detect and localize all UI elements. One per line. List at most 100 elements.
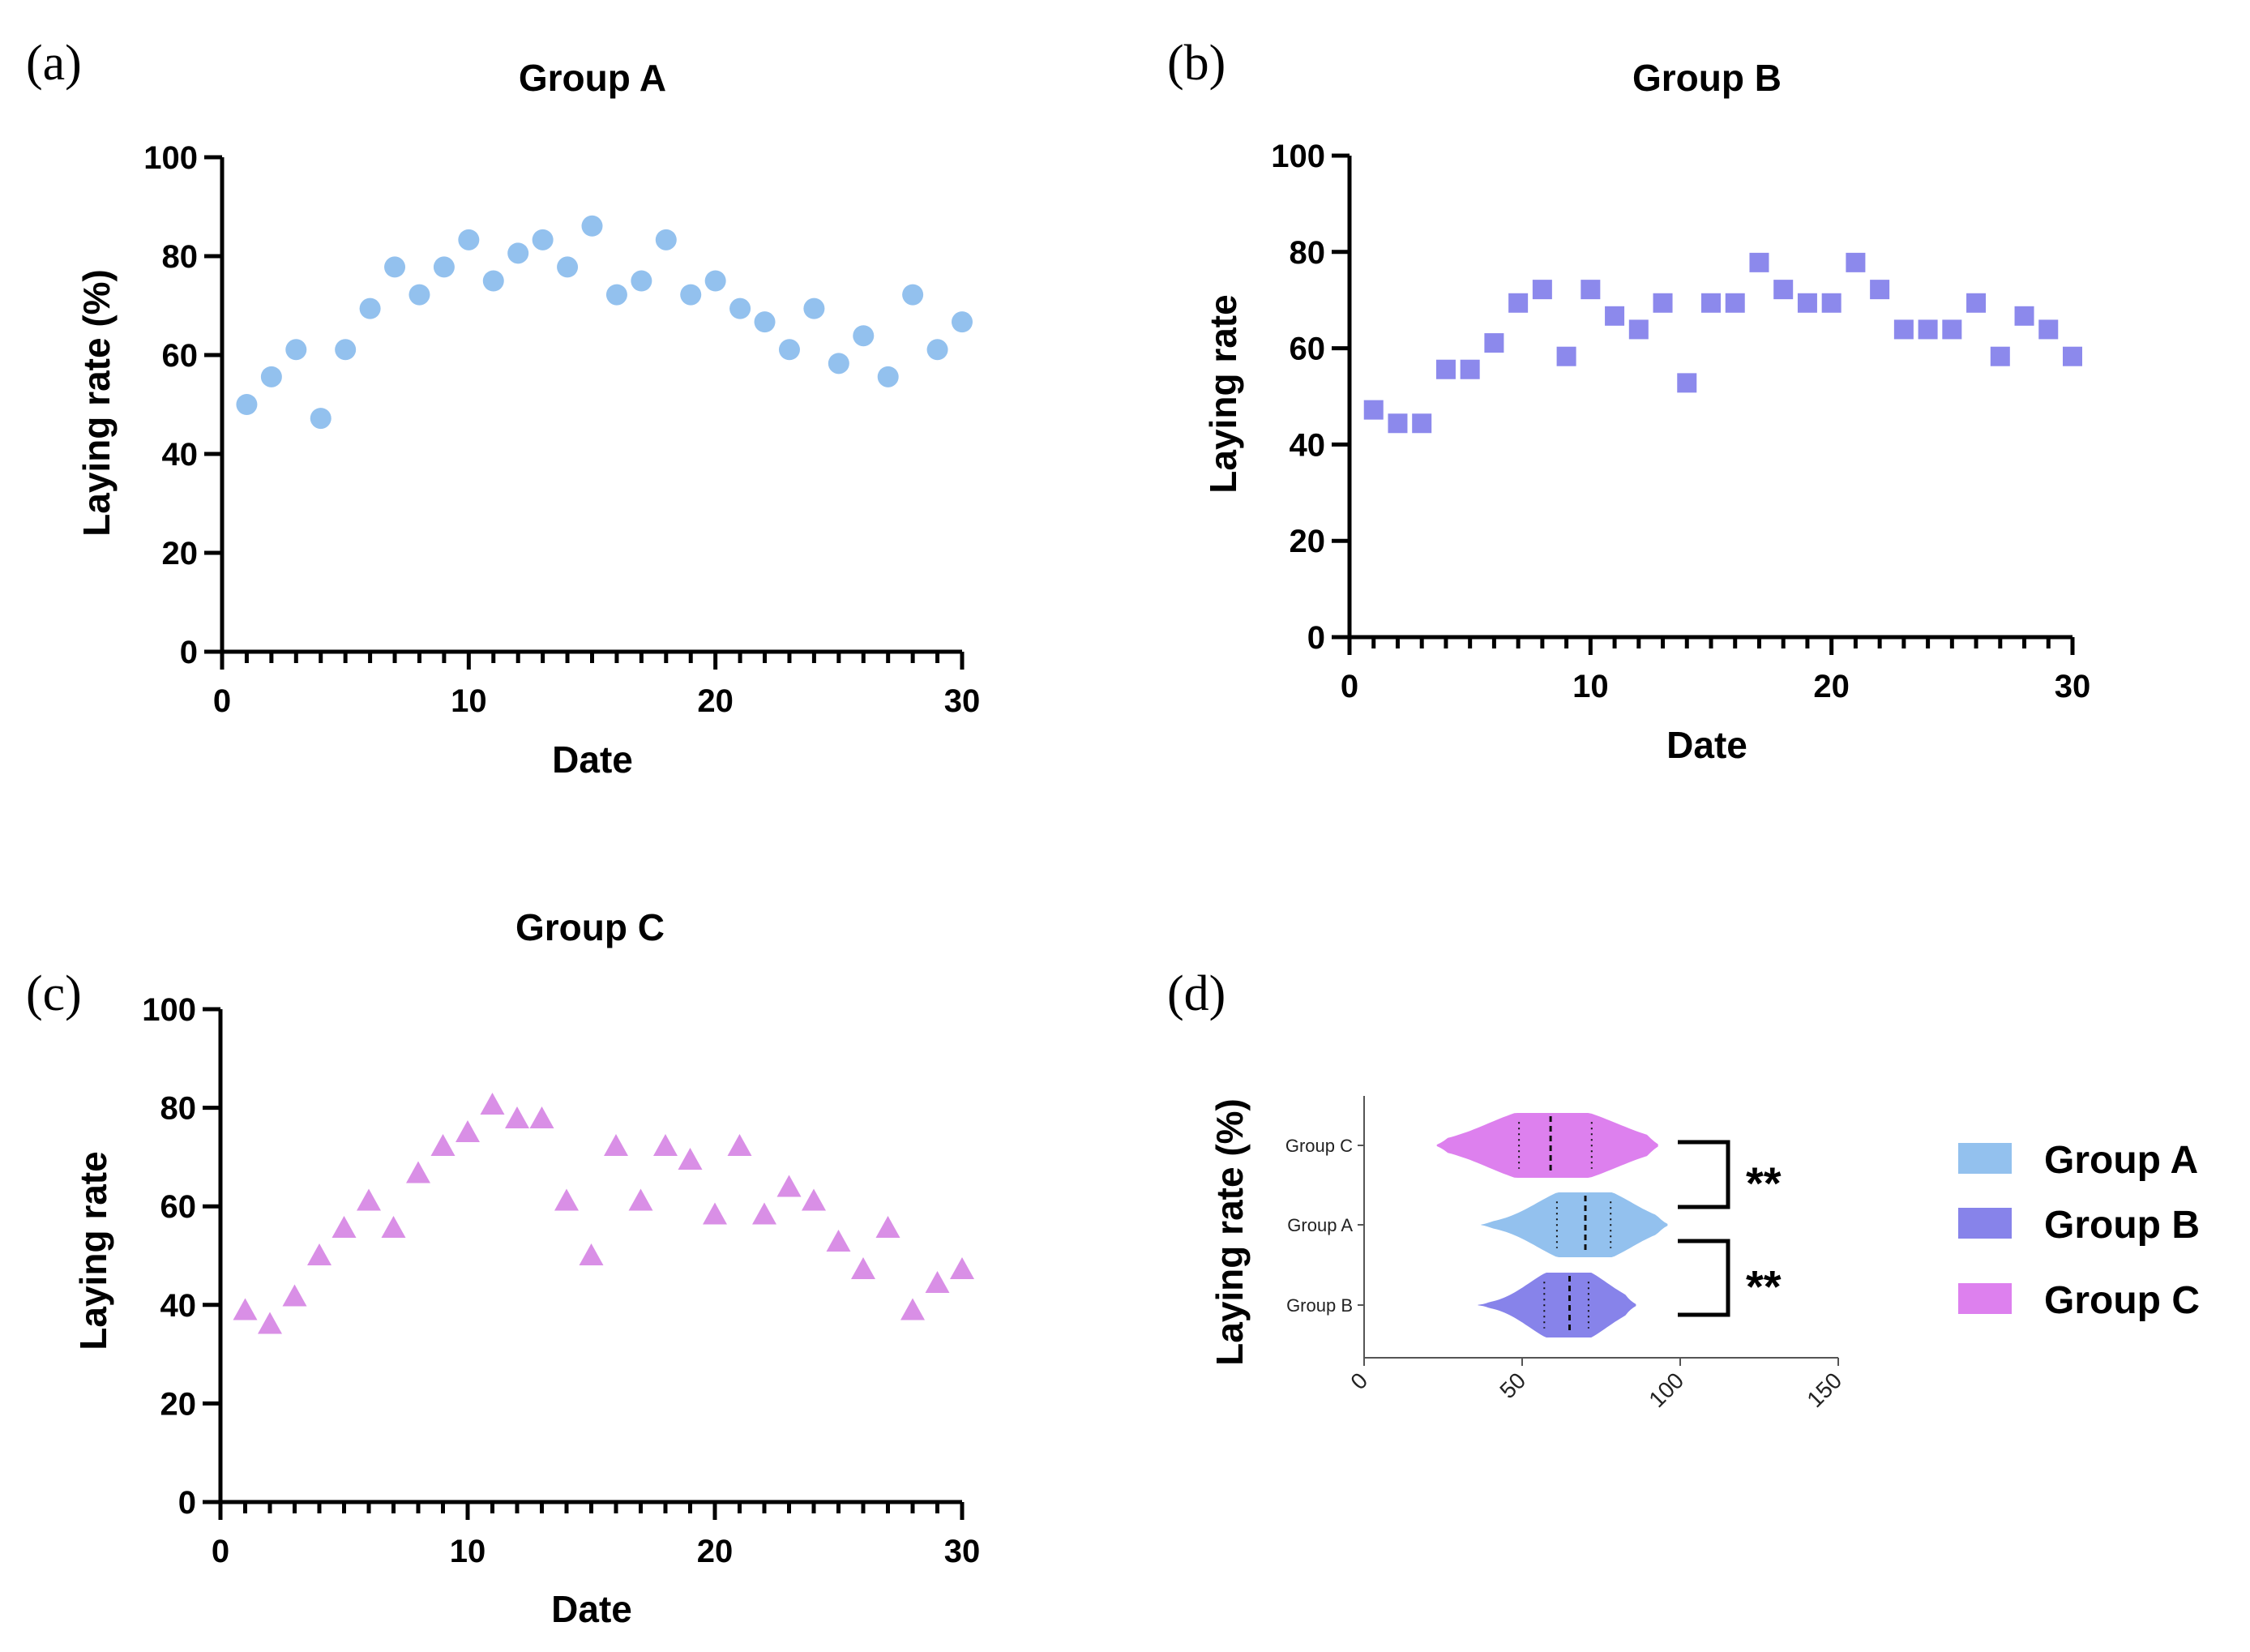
data-point xyxy=(631,270,652,292)
x-tick-label: 20 xyxy=(697,683,734,719)
data-point xyxy=(2014,306,2034,326)
y-tick-label: 100 xyxy=(143,140,198,176)
y-tick-label: 0 xyxy=(178,1485,196,1521)
x-axis-label-a: Date xyxy=(552,738,633,781)
data-point xyxy=(505,1106,529,1128)
axes-b: 0 20 40 60 80 100 0 10 20 30 xyxy=(1271,139,2090,704)
significance-label: ** xyxy=(1746,1158,1782,1209)
data-point xyxy=(381,1215,406,1238)
panel-b: (b) Group B Date Laying rate 0 20 40 60 80 10… xyxy=(1167,36,2090,766)
data-point xyxy=(409,284,430,306)
x-tick-label: 0 xyxy=(212,1534,229,1569)
data-point xyxy=(557,256,579,278)
data-point xyxy=(258,1312,282,1334)
y-tick-label: 80 xyxy=(162,239,199,275)
x-tick-label: 0 xyxy=(1345,1367,1372,1394)
data-point xyxy=(1508,293,1529,313)
category-label: Group B xyxy=(1286,1295,1353,1316)
chart-title-c: Group C xyxy=(515,906,665,948)
data-point xyxy=(902,284,924,306)
y-tick-label: 80 xyxy=(1290,235,1326,271)
data-point xyxy=(952,311,973,333)
data-point xyxy=(1870,280,1890,300)
data-point xyxy=(507,242,529,264)
legend-label: Group C xyxy=(2044,1279,2200,1322)
data-point xyxy=(529,1106,554,1128)
data-point xyxy=(752,1202,776,1225)
x-tick-label: 10 xyxy=(450,1534,486,1569)
data-point xyxy=(1435,359,1456,379)
data-point xyxy=(778,339,800,361)
y-tick-label: 60 xyxy=(1290,332,1326,367)
data-point xyxy=(384,256,406,278)
data-point xyxy=(1942,319,1962,340)
violin-group-a xyxy=(1481,1192,1668,1257)
data-point xyxy=(1821,293,1841,313)
y-tick-label: 40 xyxy=(162,437,199,473)
x-tick-label: 10 xyxy=(451,683,487,719)
significance-bracket xyxy=(1678,1239,1730,1317)
y-tick-label: 60 xyxy=(162,338,199,374)
data-point xyxy=(1653,293,1673,313)
data-point xyxy=(729,297,751,319)
x-axis-label-b: Date xyxy=(1666,724,1747,766)
data-point xyxy=(802,1188,826,1211)
data-point xyxy=(803,297,825,319)
data-point xyxy=(1388,413,1408,434)
y-tick-label: 60 xyxy=(160,1189,197,1225)
violin-group-c xyxy=(1436,1113,1658,1178)
axes-c: 0 20 40 60 80 100 0 10 20 30 xyxy=(142,992,980,1569)
data-point xyxy=(1532,280,1552,300)
data-point xyxy=(605,284,627,306)
data-point xyxy=(260,366,282,387)
data-point xyxy=(1556,346,1576,366)
data-point xyxy=(1893,319,1914,340)
data-point xyxy=(853,325,875,347)
x-tick-label: 30 xyxy=(944,683,981,719)
data-point xyxy=(628,1188,653,1211)
data-point xyxy=(1701,293,1721,313)
x-tick-label: 0 xyxy=(1341,669,1358,704)
data-point xyxy=(1966,293,1987,313)
data-point xyxy=(1363,400,1384,420)
data-point xyxy=(925,1271,950,1294)
data-point xyxy=(332,1215,357,1238)
chart-title-b: Group B xyxy=(1632,57,1782,99)
y-tick-label: 20 xyxy=(1290,524,1326,559)
data-point xyxy=(1677,373,1697,393)
data-point xyxy=(1846,252,1866,272)
category-label: Group C xyxy=(1285,1136,1353,1156)
panel-label-b: (b) xyxy=(1167,36,1226,91)
data-point xyxy=(704,270,726,292)
x-tick-label: 10 xyxy=(1572,669,1609,704)
data-point xyxy=(1628,319,1649,340)
data-point xyxy=(1990,346,2010,366)
data-point xyxy=(1581,280,1601,300)
panel-label-a: (a) xyxy=(26,36,82,91)
data-point xyxy=(1484,333,1504,353)
data-point xyxy=(875,1215,900,1238)
y-tick-label: 100 xyxy=(142,992,196,1028)
data-point xyxy=(1797,293,1817,313)
data-point xyxy=(480,1092,505,1115)
data-point xyxy=(1749,252,1769,272)
significance-brackets: ** ** xyxy=(1678,1140,1782,1317)
data-point xyxy=(357,1188,381,1211)
data-point xyxy=(2038,319,2059,340)
legend-swatch xyxy=(1958,1208,2012,1239)
legend-label: Group A xyxy=(2044,1139,2198,1182)
significance-bracket xyxy=(1678,1140,1730,1209)
axes-a: 0 20 40 60 80 100 0 10 20 30 xyxy=(143,140,980,719)
x-tick-label: 20 xyxy=(697,1534,734,1569)
data-point xyxy=(482,270,504,292)
data-point xyxy=(950,1257,974,1280)
legend-label: Group B xyxy=(2044,1204,2200,1247)
y-axis-label-c: Laying rate xyxy=(72,1151,114,1350)
legend-swatch xyxy=(1958,1143,2012,1174)
data-point xyxy=(335,339,357,361)
data-point xyxy=(727,1134,752,1157)
y-tick-label: 20 xyxy=(162,536,199,571)
data-point xyxy=(604,1134,628,1157)
